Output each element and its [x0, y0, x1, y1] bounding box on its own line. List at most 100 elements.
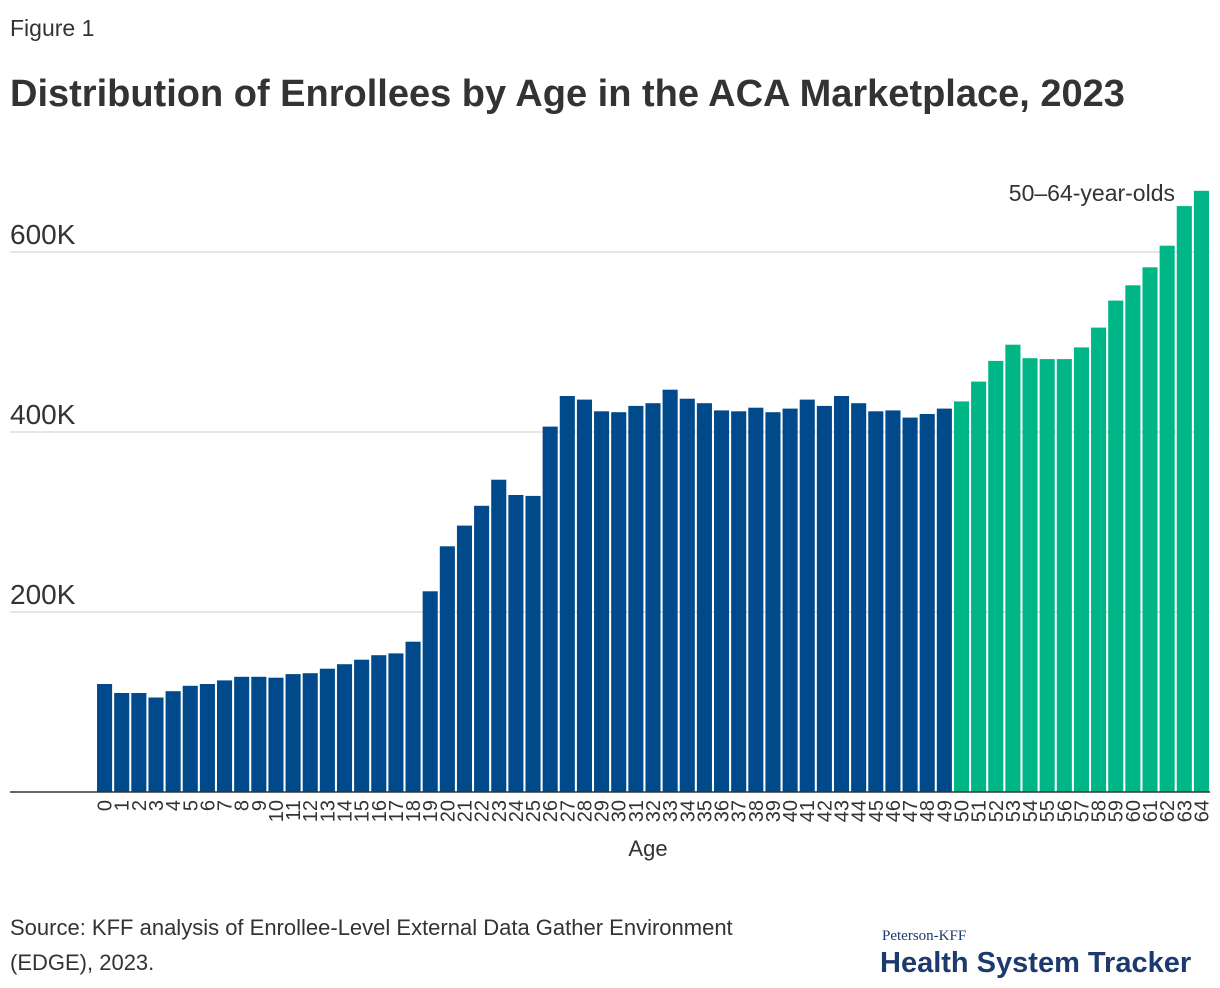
bar — [182, 685, 198, 792]
x-tick-label: 34 — [677, 800, 699, 822]
bar — [645, 403, 661, 792]
bar — [474, 505, 490, 792]
x-tick-label: 0 — [95, 800, 117, 811]
x-tick-label: 62 — [1157, 800, 1179, 822]
x-tick-label: 20 — [437, 800, 459, 822]
bar — [199, 684, 215, 792]
x-tick-label: 37 — [729, 800, 751, 822]
x-tick-label: 60 — [1123, 800, 1145, 822]
bar — [576, 399, 592, 792]
x-tick-label: 53 — [1003, 800, 1025, 822]
x-tick-label: 52 — [986, 800, 1008, 822]
x-tick-label: 33 — [660, 800, 682, 822]
x-tick-label: 64 — [1191, 800, 1213, 822]
x-tick-label: 61 — [1140, 800, 1162, 822]
bar — [1159, 245, 1175, 792]
bar — [988, 360, 1004, 792]
bar — [354, 659, 370, 792]
x-tick-label: 18 — [403, 800, 425, 822]
bar — [525, 495, 541, 792]
x-tick-label: 10 — [266, 800, 288, 822]
bar — [508, 495, 524, 792]
bar — [1022, 358, 1038, 792]
x-tick-label: 55 — [1037, 800, 1059, 822]
bar — [885, 410, 901, 792]
x-tick-label: 45 — [866, 800, 888, 822]
bar — [1039, 359, 1055, 792]
x-tick-label: 39 — [763, 800, 785, 822]
bar — [148, 697, 164, 792]
bar — [97, 684, 113, 792]
bar — [902, 417, 918, 792]
x-tick-label: 40 — [780, 800, 802, 822]
bar — [731, 411, 747, 792]
bar — [1142, 267, 1158, 792]
x-tick-label: 27 — [557, 800, 579, 822]
bar — [748, 407, 764, 792]
x-tick-label: 47 — [900, 800, 922, 822]
bar — [1176, 206, 1192, 793]
x-tick-label: 58 — [1089, 800, 1111, 822]
x-tick-label: 42 — [814, 800, 836, 822]
y-tick-label: 200K — [10, 579, 76, 610]
bar — [114, 693, 130, 792]
x-tick-label: 46 — [883, 800, 905, 822]
bar — [1073, 347, 1090, 792]
bar — [165, 691, 181, 792]
bar — [1125, 285, 1141, 792]
bar — [1108, 300, 1124, 792]
x-tick-label: 2 — [129, 800, 151, 811]
bar — [662, 389, 678, 792]
bar — [251, 676, 267, 792]
bar — [919, 414, 935, 792]
x-tick-label: 6 — [197, 800, 219, 811]
bar — [799, 399, 815, 792]
x-tick-label: 16 — [369, 800, 391, 822]
x-tick-label: 9 — [249, 800, 271, 811]
x-tick-label: 43 — [832, 800, 854, 822]
x-tick-label: 48 — [917, 800, 939, 822]
x-tick-label: 19 — [420, 800, 442, 822]
x-tick-label: 30 — [609, 800, 631, 822]
y-tick-label: 400K — [10, 399, 76, 430]
x-tick-label: 51 — [969, 800, 991, 822]
bar — [405, 641, 421, 792]
logo-main: Health System Tracker — [880, 947, 1191, 979]
x-tick-label: 7 — [215, 800, 237, 811]
x-tick-label: 1 — [112, 800, 134, 811]
bar — [782, 408, 798, 792]
x-tick-label: 22 — [472, 800, 494, 822]
x-tick-label: 14 — [335, 800, 357, 822]
bar — [714, 410, 730, 792]
annotation: 50–64-year-olds — [1009, 180, 1175, 206]
bar — [491, 479, 507, 792]
bar — [542, 426, 558, 792]
bar — [371, 655, 387, 792]
bar — [765, 412, 781, 792]
x-tick-label: 63 — [1174, 800, 1196, 822]
bar — [1091, 327, 1107, 792]
x-axis-title: Age — [628, 836, 667, 861]
bar — [336, 664, 353, 792]
x-tick-label: 15 — [352, 800, 374, 822]
x-tick-label: 3 — [146, 800, 168, 811]
bar — [131, 693, 147, 792]
x-tick-label: 13 — [317, 800, 339, 822]
bar — [319, 668, 335, 792]
bar — [696, 403, 712, 792]
x-tick-label: 4 — [163, 800, 185, 811]
bar — [268, 677, 284, 792]
x-tick-label: 38 — [746, 800, 768, 822]
bar — [953, 401, 970, 792]
x-tick-label: 54 — [1020, 800, 1042, 822]
x-tick-label: 36 — [712, 800, 734, 822]
x-tick-label: 17 — [386, 800, 408, 822]
x-tick-label: 59 — [1106, 800, 1128, 822]
x-tick-label: 41 — [797, 800, 819, 822]
bar — [833, 396, 850, 792]
x-tick-label: 50 — [951, 800, 973, 822]
x-tick-label: 28 — [574, 800, 596, 822]
x-tick-label: 57 — [1071, 800, 1093, 822]
bar — [594, 411, 610, 792]
